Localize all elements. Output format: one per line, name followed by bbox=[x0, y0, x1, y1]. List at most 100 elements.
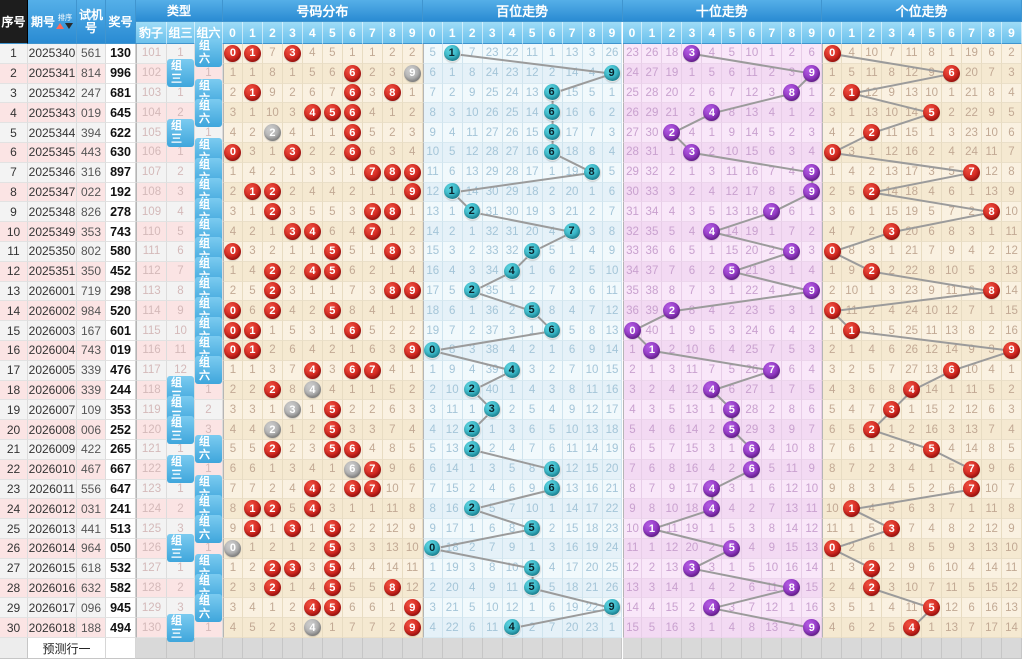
b-cell: 5 bbox=[422, 440, 443, 460]
g-cell: 1 bbox=[942, 380, 963, 401]
period-cell: 2026001 bbox=[28, 281, 77, 302]
prediction-empty-cell bbox=[742, 638, 763, 659]
prediction-empty-cell bbox=[822, 638, 843, 659]
d-cell: 3 bbox=[302, 321, 323, 341]
d-cell: 3 bbox=[282, 618, 303, 638]
g-cell: 10 bbox=[842, 281, 863, 302]
period-header-label: 期号 bbox=[30, 15, 55, 29]
table-row: 1120253508025801116组六0321155183153233325… bbox=[0, 237, 1022, 266]
digit-circle: 2 bbox=[463, 282, 481, 300]
d-cell: 5 bbox=[322, 598, 343, 619]
g-cell: 6 bbox=[902, 499, 923, 520]
b-cell: 4 bbox=[462, 578, 483, 599]
g-cell: 7 bbox=[882, 44, 903, 64]
digit-circle: 3 bbox=[283, 143, 301, 161]
s-cell: 11 bbox=[762, 578, 783, 599]
b-cell: 4 bbox=[482, 479, 503, 500]
d-cell: 7 bbox=[242, 479, 263, 500]
prediction-empty-cell bbox=[662, 638, 683, 659]
prize-number-cell: 743 bbox=[106, 222, 136, 242]
s-cell: 12 bbox=[782, 479, 803, 500]
s-cell: 2 bbox=[622, 360, 643, 381]
prediction-empty-cell bbox=[362, 638, 383, 659]
b-cell: 6 bbox=[582, 103, 603, 124]
sort-desc-icon[interactable] bbox=[65, 23, 73, 29]
g-cell: 5 bbox=[922, 202, 943, 223]
d-cell: 1 bbox=[302, 123, 323, 143]
g-cell: 9 bbox=[1002, 182, 1022, 203]
g-cell: 0 bbox=[822, 539, 843, 559]
d-cell: 1 bbox=[362, 182, 383, 203]
d-cell: 5 bbox=[362, 321, 383, 341]
digit-circle: 4 bbox=[503, 262, 521, 280]
digit-circle: 6 bbox=[543, 124, 561, 142]
g-cell: 5 bbox=[842, 598, 863, 619]
s-cell: 9 bbox=[682, 321, 703, 341]
b-cell: 6 bbox=[542, 103, 563, 124]
g-cell: 10 bbox=[942, 261, 963, 282]
type-tag: 组三 bbox=[167, 415, 194, 444]
g-cell: 4 bbox=[982, 360, 1003, 381]
zusan-cell: 3 bbox=[167, 182, 195, 203]
digit-circle: 8 bbox=[383, 242, 401, 260]
digit-circle: 1 bbox=[643, 341, 661, 359]
seq-cell: 27 bbox=[0, 558, 28, 579]
b-cell: 9 bbox=[482, 578, 503, 599]
s-cell: 10 bbox=[662, 499, 683, 520]
s-cell: 9 bbox=[802, 63, 823, 84]
digit-circle: 2 bbox=[863, 183, 881, 201]
g-cell: 3 bbox=[822, 103, 843, 124]
g-cell: 5 bbox=[962, 578, 983, 599]
digit-header: 4 bbox=[902, 22, 923, 44]
digit-circle: 4 bbox=[303, 104, 321, 122]
d-cell: 3 bbox=[282, 519, 303, 539]
s-cell: 13 bbox=[782, 499, 803, 520]
g-cell: 22 bbox=[962, 103, 983, 124]
g-cell: 1 bbox=[1002, 360, 1022, 381]
test-number-cell: 394 bbox=[77, 123, 106, 143]
s-cell: 14 bbox=[662, 578, 683, 599]
s-cell: 13 bbox=[742, 103, 763, 124]
sort-control[interactable]: 排序 bbox=[56, 14, 73, 29]
s-cell: 32 bbox=[622, 222, 643, 242]
s-cell: 13 bbox=[802, 539, 823, 559]
b-cell: 8 bbox=[582, 321, 603, 341]
b-cell: 2 bbox=[462, 499, 483, 520]
b-cell: 21 bbox=[562, 202, 583, 223]
s-cell: 3 bbox=[782, 63, 803, 84]
s-cell: 2 bbox=[762, 63, 783, 84]
digit-circle: 6 bbox=[343, 84, 361, 102]
d-cell: 6 bbox=[342, 479, 363, 500]
sort-asc-icon[interactable] bbox=[56, 23, 64, 29]
b-cell: 9 bbox=[462, 83, 483, 104]
b-cell: 22 bbox=[602, 499, 623, 520]
s-cell: 1 bbox=[722, 440, 743, 460]
b-cell: 2 bbox=[462, 202, 483, 223]
g-cell: 3 bbox=[1002, 400, 1022, 421]
d-cell: 7 bbox=[362, 222, 383, 242]
s-cell: 10 bbox=[782, 440, 803, 460]
s-cell: 26 bbox=[642, 44, 663, 64]
s-cell: 24 bbox=[742, 321, 763, 341]
digit-circle: 2 bbox=[863, 262, 881, 280]
g-cell: 7 bbox=[842, 222, 863, 242]
prize-number-cell: 645 bbox=[106, 103, 136, 124]
digit-circle: 0 bbox=[623, 322, 641, 340]
digit-circle: 7 bbox=[363, 203, 381, 221]
s-cell: 35 bbox=[622, 281, 643, 302]
test-number-cell: 188 bbox=[77, 618, 106, 638]
b-cell: 6 bbox=[542, 440, 563, 460]
d-cell: 2 bbox=[262, 380, 283, 401]
period-cell: 2025345 bbox=[28, 143, 77, 163]
b-cell: 22 bbox=[502, 44, 523, 64]
b-cell: 2 bbox=[542, 63, 563, 84]
seq-cell: 9 bbox=[0, 202, 28, 223]
table-row: 320253422476811031组六21926763817292524136… bbox=[0, 79, 1022, 107]
b-cell: 3 bbox=[442, 103, 463, 124]
zuliu-cell: 组六 bbox=[195, 158, 223, 187]
digit-circle: 6 bbox=[743, 460, 761, 478]
test-number-cell: 316 bbox=[77, 162, 106, 183]
g-cell: 6 bbox=[962, 281, 983, 302]
d-cell: 4 bbox=[223, 123, 243, 143]
b-cell: 2 bbox=[522, 618, 543, 638]
